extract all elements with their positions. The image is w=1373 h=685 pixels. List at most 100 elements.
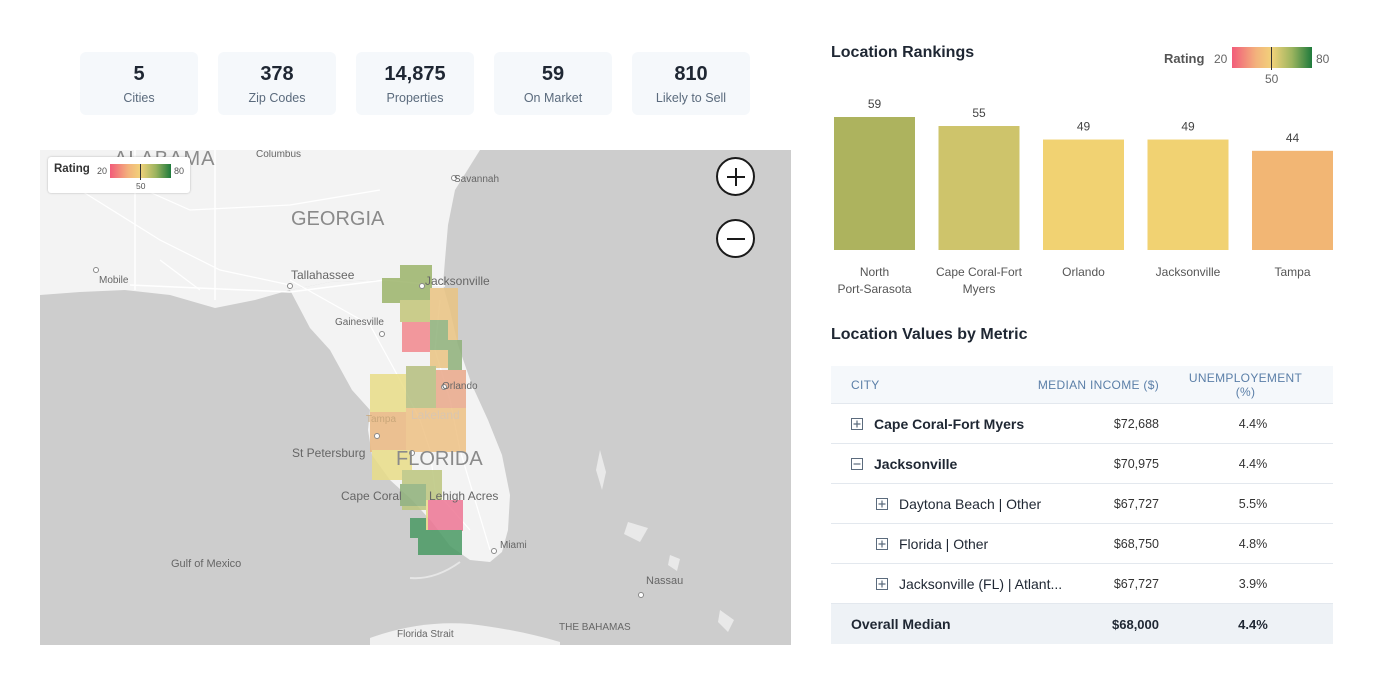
map-label-the-bahamas: THE BAHAMAS	[559, 622, 631, 633]
bar-value-label: 59	[868, 97, 882, 111]
median-income: $67,727	[1113, 496, 1159, 511]
legend-title: Rating	[1164, 51, 1205, 66]
location-rankings-title: Location Rankings	[831, 44, 975, 61]
map-canvas[interactable]	[40, 150, 791, 645]
unemployment: 4.8%	[1238, 536, 1268, 551]
legend-max: 80	[1316, 52, 1330, 66]
stat-label: Cities	[123, 91, 155, 105]
land-bahamas-3	[668, 555, 680, 571]
table-row[interactable]: Jacksonville (FL) | Atlant... $67,727 3.…	[831, 564, 1333, 604]
legend-mid-tick	[140, 164, 141, 180]
legend-title: Rating	[54, 163, 90, 175]
rankings-bar-chart: 59 North Port-Sarasota 55 Cape Coral-Fort Mye…	[831, 90, 1335, 305]
city-cell: Florida | Other	[831, 536, 1171, 552]
table-row[interactable]: Cape Coral-Fort Myers $72,688 4.4%	[831, 404, 1333, 444]
city-cell: Cape Coral-Fort Myers	[831, 416, 1171, 432]
category-label: Tampa	[1274, 265, 1310, 279]
rankings-chart-svg: 59 North Port-Sarasota 55 Cape Coral-Fort Mye…	[834, 97, 1333, 296]
land-keys	[409, 561, 461, 580]
stat-value: 59	[541, 63, 565, 85]
map-rating-legend: Rating 20 80 50	[48, 157, 190, 193]
map-label-mobile: Mobile	[99, 275, 129, 286]
collapse-icon[interactable]	[851, 457, 863, 470]
zoom-out-button[interactable]	[716, 219, 755, 258]
table-row[interactable]: Daytona Beach | Other $67,727 5.5%	[831, 484, 1333, 524]
table-row[interactable]: Florida | Other $68,750 4.8%	[831, 524, 1333, 564]
bar-0[interactable]	[834, 117, 915, 250]
expand-icon[interactable]	[876, 577, 888, 590]
category-label: Myers	[963, 282, 996, 296]
stat-cities: 5 Cities	[80, 52, 198, 115]
city-name: Florida | Other	[899, 535, 989, 552]
map-label-lakeland: Lakeland	[411, 408, 460, 422]
table-row[interactable]: Jacksonville $70,975 4.4%	[831, 444, 1333, 484]
map-label-lehigh-acres: Lehigh Acres	[429, 489, 499, 503]
median-income: $68,750	[1113, 536, 1159, 551]
city-cell: Daytona Beach | Other	[831, 496, 1171, 512]
overall-median-income: $68,000	[1112, 616, 1159, 632]
header-city[interactable]: CITY	[851, 377, 880, 392]
stat-properties: 14,875 Properties	[356, 52, 474, 115]
map-label-florida-strait: Florida Strait	[397, 629, 454, 640]
category-label: Port-Sarasota	[837, 282, 911, 296]
stat-label: On Market	[523, 91, 583, 105]
stat-likely-to-sell: 810 Likely to Sell	[632, 52, 750, 115]
legend-mid-tick	[1271, 47, 1272, 70]
category-label: Jacksonville	[1156, 265, 1221, 279]
overall-median-label: Overall Median	[851, 616, 951, 632]
stat-zip-codes: 378 Zip Codes	[218, 52, 336, 115]
city-cell: Jacksonville	[831, 456, 1171, 472]
legend-gradient	[1232, 47, 1312, 68]
legend-mid: 50	[1265, 72, 1279, 86]
map-label-tampa: Tampa	[366, 414, 397, 425]
city-name: Cape Coral-Fort Myers	[874, 415, 1025, 432]
unemployment: 4.4%	[1238, 456, 1268, 471]
bar-value-label: 49	[1181, 120, 1195, 134]
map-label-nassau: Nassau	[646, 575, 684, 587]
stat-value: 14,875	[384, 63, 446, 85]
bar-2[interactable]	[1043, 139, 1124, 250]
stat-on-market: 59 On Market	[494, 52, 612, 115]
land-bahamas-2	[624, 522, 648, 542]
header-median-income[interactable]: MEDIAN INCOME ($)	[1037, 377, 1159, 392]
header-unemployment[interactable]: UNEMPLOYEMENT (%)	[1188, 370, 1303, 399]
stat-label: Zip Codes	[248, 91, 306, 105]
expand-icon[interactable]	[851, 417, 863, 430]
map-label-jacksonville: Jacksonville	[425, 274, 490, 288]
zoom-in-button[interactable]	[716, 157, 755, 196]
map-label-gainesville: Gainesville	[335, 317, 384, 328]
legend-mid: 50	[136, 181, 146, 191]
bar-3[interactable]	[1147, 139, 1229, 250]
median-income: $67,727	[1113, 576, 1159, 591]
expand-icon[interactable]	[876, 537, 888, 550]
legend-min: 20	[97, 166, 108, 176]
map-label-savannah: Savannah	[454, 174, 500, 185]
land-bahamas-1	[596, 450, 606, 490]
land-bahamas-4	[718, 610, 734, 632]
map-label-cape-coral: Cape Coral	[341, 489, 402, 503]
plus-icon	[726, 167, 745, 186]
metrics-table: CITY MEDIAN INCOME ($) UNEMPLOYEMENT (%)…	[831, 366, 1333, 644]
legend-min: 20	[1214, 52, 1228, 66]
map-label-orlando: Orlando	[442, 381, 478, 392]
state-border	[129, 150, 446, 300]
map-view[interactable]: ALABAMA Columbus Savannah GEORGIA Mobile…	[40, 150, 791, 645]
map-label-florida: FLORIDA	[396, 448, 483, 470]
bar-value-label: 49	[1077, 120, 1091, 134]
map-label-miami: Miami	[500, 540, 527, 551]
map-label-georgia: GEORGIA	[291, 208, 385, 230]
map-label-columbus: Columbus	[256, 150, 302, 160]
stats-bar: 5 Cities 378 Zip Codes 14,875 Properties…	[80, 52, 750, 115]
bar-4[interactable]	[1252, 150, 1333, 250]
location-values-title: Location Values by Metric	[831, 326, 1028, 343]
bar-1[interactable]	[938, 126, 1020, 250]
map-label-gulf-of-mexico: Gulf of Mexico	[171, 558, 242, 570]
stat-label: Properties	[386, 91, 444, 105]
legend-max: 80	[174, 166, 185, 176]
bar-value-label: 55	[972, 106, 986, 120]
expand-icon[interactable]	[876, 497, 888, 510]
category-label: Cape Coral-Fort	[936, 265, 1023, 279]
bar-value-label: 44	[1286, 131, 1300, 145]
city-cell: Jacksonville (FL) | Atlant...	[831, 576, 1171, 592]
median-income: $72,688	[1113, 416, 1159, 431]
